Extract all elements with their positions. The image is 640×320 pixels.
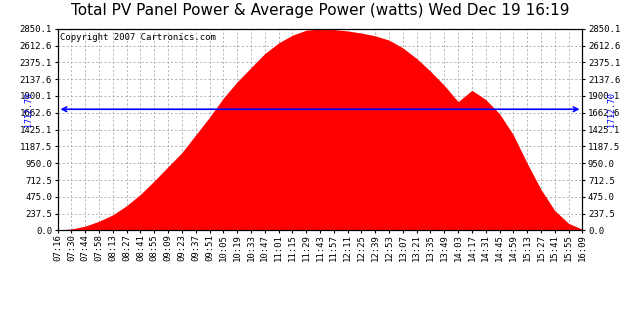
Text: Copyright 2007 Cartronics.com: Copyright 2007 Cartronics.com — [60, 33, 216, 42]
Text: 1712.70: 1712.70 — [607, 92, 616, 127]
Text: Total PV Panel Power & Average Power (watts) Wed Dec 19 16:19: Total PV Panel Power & Average Power (wa… — [71, 3, 569, 18]
Text: 1712.70: 1712.70 — [24, 92, 33, 127]
